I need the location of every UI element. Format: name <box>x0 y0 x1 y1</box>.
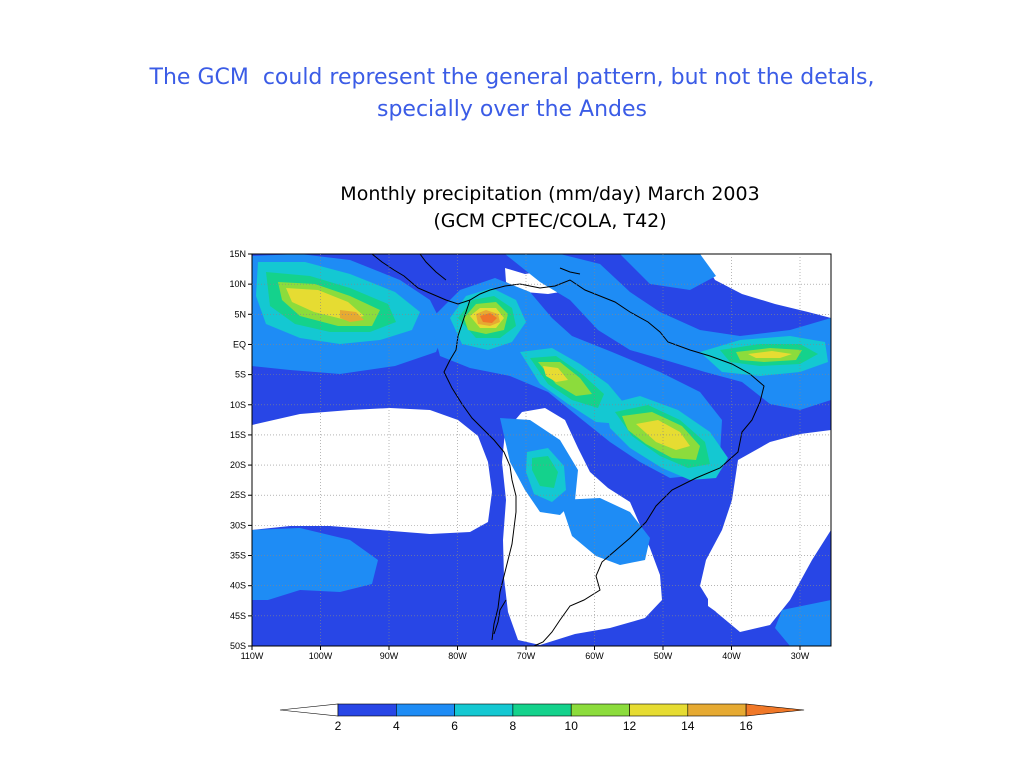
dry-region-atlantic-north <box>700 254 831 318</box>
lon-label: 30W <box>791 651 810 661</box>
colorbar-max-arrow <box>745 703 805 717</box>
colorbar-segment <box>454 703 514 717</box>
lat-label: 45S <box>230 611 246 621</box>
map-title-line-1: Monthly precipitation (mm/day) March 200… <box>340 183 760 205</box>
lat-label: 5S <box>235 370 246 380</box>
map-title: Monthly precipitation (mm/day) March 200… <box>250 181 850 235</box>
colorbar: 2 4 6 8 10 12 14 16 <box>279 703 805 733</box>
colorbar-segment <box>570 703 630 717</box>
map-gridlines <box>252 254 831 646</box>
lat-label: 10S <box>230 400 246 410</box>
dry-region-south-atlantic <box>700 430 831 632</box>
lat-label: EQ <box>233 339 246 349</box>
colorbar-tick-label: 14 <box>681 719 695 733</box>
lon-label: 60W <box>585 651 604 661</box>
colorbar-segment <box>629 703 689 717</box>
lat-label: 35S <box>230 551 246 561</box>
colorbar-tick-label: 4 <box>393 719 400 733</box>
colorbar-tick-label: 8 <box>510 719 517 733</box>
lon-label: 50W <box>654 651 673 661</box>
latitude-labels: 15N 10N 5N EQ 5S 10S 15S 20S 25S 30S 35S 40S 45S 50S <box>229 249 252 651</box>
dry-region-southeast-pacific <box>252 408 492 534</box>
slide-title-line-2: specially over the Andes <box>377 97 647 122</box>
lat-label: 50S <box>230 641 246 651</box>
colorbar-min-arrow <box>279 703 339 717</box>
slide-title: The GCM could represent the general patt… <box>0 62 1024 126</box>
lon-label: 80W <box>448 651 467 661</box>
lat-label: 20S <box>230 460 246 470</box>
precipitation-field <box>252 254 831 646</box>
lon-label: 70W <box>517 651 536 661</box>
lon-label: 90W <box>380 651 399 661</box>
lon-label: 110W <box>241 651 264 661</box>
colorbar-segment <box>337 703 397 717</box>
colorbar-tick-label: 2 <box>335 719 342 733</box>
contour-above-16 <box>480 313 497 323</box>
lat-label: 30S <box>230 520 246 530</box>
colorbar-tick-label: 10 <box>565 719 579 733</box>
lat-label: 40S <box>230 581 246 591</box>
slide-title-line-1: The GCM could represent the general patt… <box>149 65 875 90</box>
lat-label: 10N <box>229 279 246 289</box>
lon-label: 40W <box>722 651 741 661</box>
lat-label: 5N <box>234 309 246 319</box>
map-frame <box>251 253 832 647</box>
lat-label: 25S <box>230 490 246 500</box>
lat-label: 15N <box>229 249 246 259</box>
colorbar-tick-label: 16 <box>739 719 753 733</box>
map-title-line-2: (GCM CPTEC/COLA, T42) <box>433 210 667 232</box>
colorbar-segment <box>395 703 455 717</box>
colorbar-tick-label: 12 <box>623 719 637 733</box>
colorbar-segment <box>512 703 572 717</box>
colorbar-segment <box>687 703 747 717</box>
colorbar-tick-label: 6 <box>451 719 458 733</box>
lat-label: 15S <box>230 430 246 440</box>
longitude-labels: 110W 100W 90W 80W 70W 60W 50W 40W 30W <box>241 646 810 661</box>
lon-label: 100W <box>309 651 333 661</box>
